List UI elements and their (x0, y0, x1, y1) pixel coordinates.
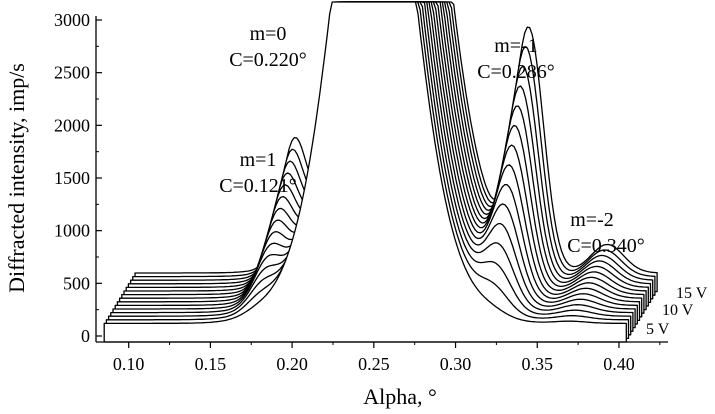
annotation-m-2-c: C=0.340° (567, 235, 645, 257)
ticks-group: 0 500 1000 1500 2000 2500 3000 0.10 0.15 0.20 0.25… (54, 10, 661, 374)
annotation-m1-c: C=0.121° (219, 175, 297, 197)
y-tick-label-1000: 1000 (54, 221, 90, 241)
traces-group (103, 1, 658, 343)
x-axis-title: Alpha, ° (363, 384, 437, 409)
x-tick-label-0.35: 0.35 (522, 354, 554, 374)
x-tick-label-0.25: 0.25 (358, 354, 390, 374)
depth-label-15v: 15 V (676, 285, 708, 302)
x-tick-label-0.15: 0.15 (195, 354, 227, 374)
y-tick-label-3000: 3000 (54, 10, 90, 30)
annotation-m0-c: C=0.220° (229, 49, 307, 71)
x-tick-label-0.10: 0.10 (113, 354, 145, 374)
y-axis-title: Diffracted intensity, imp/s (4, 63, 29, 293)
y-tick-label-1500: 1500 (54, 168, 90, 188)
annotation-m0-order: m=0 (250, 23, 287, 45)
y-tick-label-0: 0 (81, 326, 90, 346)
axes-group (95, 16, 668, 343)
trace-curve-1 (103, 1, 627, 343)
y-tick-label-2500: 2500 (54, 63, 90, 83)
x-tick-label-0.40: 0.40 (603, 354, 635, 374)
x-tick-label-0.30: 0.30 (440, 354, 472, 374)
y-tick-label-500: 500 (63, 273, 90, 293)
annotation-m-1-c: C=0.286° (477, 61, 555, 83)
y-tick-label-2000: 2000 (54, 115, 90, 135)
annotation-m1-order: m=1 (240, 149, 277, 171)
x-tick-label-0.20: 0.20 (276, 354, 308, 374)
depth-label-5v: 5 V (646, 321, 670, 338)
depth-label-10v: 10 V (662, 302, 694, 319)
annotation-m-1-order: m=-1 (494, 35, 538, 57)
annotation-m-2-order: m=-2 (570, 209, 614, 231)
